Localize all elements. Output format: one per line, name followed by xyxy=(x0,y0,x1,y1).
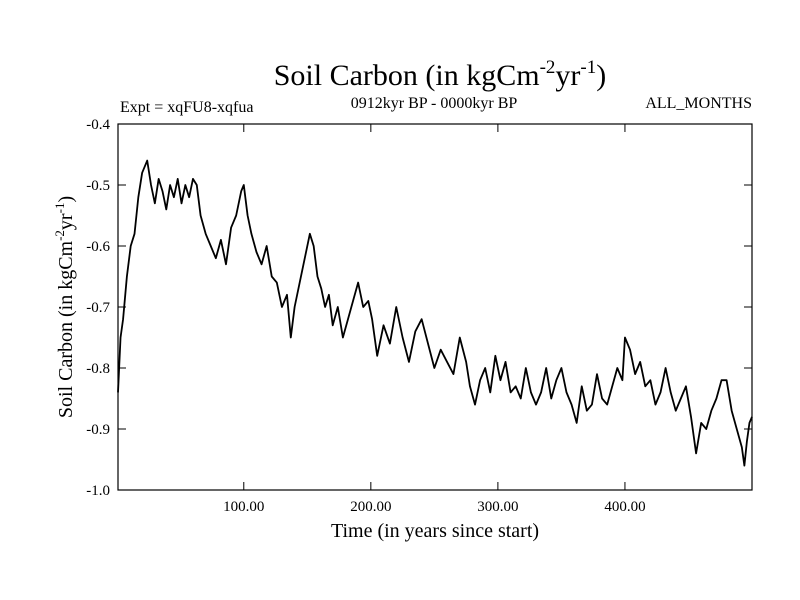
series-line xyxy=(117,159,753,467)
plot-frame xyxy=(117,123,753,491)
x-tick-label: 100.00 xyxy=(223,499,264,515)
period-label: 0912kyr BP - 0000kyr BP xyxy=(351,95,518,112)
y-tick-label: -0.9 xyxy=(86,422,110,438)
y-tick-label: -0.8 xyxy=(86,361,110,377)
x-axis-ticks: 100.00 200.00 300.00 400.00 xyxy=(223,124,646,515)
x-tick-label: 400.00 xyxy=(604,499,645,515)
y-axis-label: Soil Carbon (in kgCm-2yr-1) xyxy=(52,196,77,418)
series-group xyxy=(117,159,753,467)
y-tick-label: -0.7 xyxy=(86,300,110,316)
experiment-label: Expt = xqFU8-xqfua xyxy=(120,99,253,116)
x-tick-label: 300.00 xyxy=(477,499,518,515)
months-label: ALL_MONTHS xyxy=(645,95,752,112)
x-axis-label: Time (in years since start) xyxy=(331,520,539,542)
chart-title: Soil Carbon (in kgCm-2yr-1) xyxy=(274,57,607,92)
y-axis-ticks: -0.4 -0.5 -0.6 -0.7 -0.8 -0.9 -1.0 xyxy=(86,117,752,499)
x-tick-label: 200.00 xyxy=(350,499,391,515)
y-tick-label: -0.5 xyxy=(86,178,110,194)
y-tick-label: -0.6 xyxy=(86,239,110,255)
y-tick-label: -1.0 xyxy=(86,483,110,499)
y-tick-label: -0.4 xyxy=(86,117,110,133)
